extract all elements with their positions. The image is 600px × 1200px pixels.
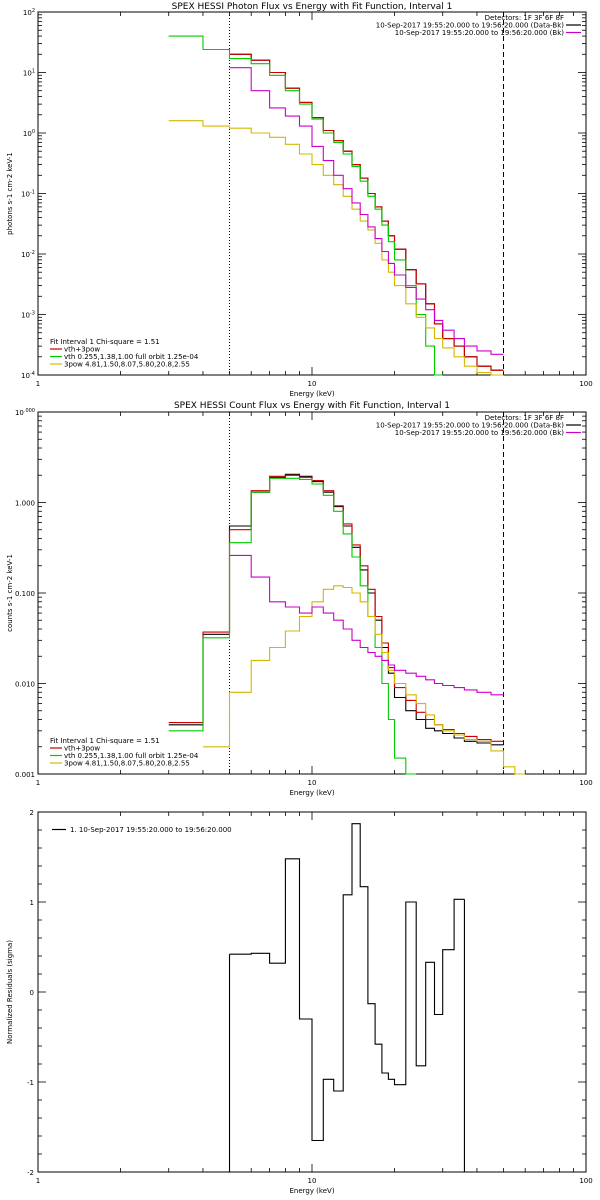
y-tick-label: -2	[27, 1169, 34, 1177]
series-vth	[168, 477, 417, 775]
y-tick-exp: -3	[30, 311, 35, 317]
legend-label: 1. 10-Sep-2017 19:55:20.000 to 19:56:20.…	[70, 826, 232, 834]
y-tick-base: 10	[21, 191, 30, 199]
x-axis-label: Energy (keV)	[289, 1187, 334, 1195]
residuals-panel: 1 10 100 Energy (keV) -2 -1 0 1 2 Normalized Resi…	[6, 809, 593, 1195]
y-tick-exp: -2	[30, 250, 35, 256]
y-tick-base: 10	[23, 70, 32, 78]
y-tick-exp: -1	[30, 190, 35, 196]
header-line: 10-Sep-2017 19:55:20.000 to 19:56:20.000…	[376, 22, 565, 30]
y-tick-base: 10	[21, 312, 30, 320]
y-tick-label: 0.010	[15, 681, 35, 689]
y-tick-exp: -4	[30, 371, 35, 377]
y-tick-exp: 2	[32, 8, 35, 14]
legend-heading: Fit Interval 1 Chi-square = 1.51	[50, 737, 160, 745]
series-vth-3pow	[229, 53, 504, 371]
count-flux-panel: SPEX HESSI Count Flux vs Energy with Fit…	[6, 401, 593, 797]
series-3pow	[168, 120, 504, 376]
y-tick-label: 101	[23, 69, 35, 78]
legend-label: vth+3pow	[64, 745, 100, 753]
chart-title: SPEX HESSI Count Flux vs Energy with Fit…	[174, 401, 450, 411]
y-tick-base: 10	[15, 409, 24, 417]
x-tick-label: 10	[308, 380, 317, 388]
y-tick-exp: 1	[32, 69, 35, 75]
y-tick-label: 1.000	[15, 500, 35, 508]
y-tick-label: 100	[23, 129, 35, 138]
y-axis-label: counts s-1 cm-2 keV-1	[6, 554, 14, 632]
chart-title: SPEX HESSI Photon Flux vs Energy with Fi…	[172, 2, 453, 12]
x-tick-label: 1	[36, 1177, 40, 1185]
y-tick-base: 10	[23, 9, 32, 17]
series-bk	[229, 67, 504, 355]
y-axis-label: photons s-1 cm-2 keV-1	[6, 152, 14, 235]
y-tick-label: -1	[27, 1079, 34, 1087]
y-tick-label: 0	[30, 989, 34, 997]
x-tick-label: 100	[579, 1177, 592, 1185]
series-vth	[168, 35, 443, 376]
y-tick-label: 10-4	[21, 371, 35, 380]
series-residuals	[229, 823, 465, 1142]
header-line: Detectors: 1F 3F 6F 8F	[485, 414, 564, 422]
series-bk	[229, 554, 504, 696]
legend: 1. 10-Sep-2017 19:55:20.000 to 19:56:20.…	[52, 826, 232, 834]
header-line: 10-Sep-2017 19:55:20.000 to 19:56:20.000…	[376, 422, 565, 430]
header-line: 10-Sep-2017 19:55:20.000 to 19:56:20.000…	[395, 29, 565, 37]
y-tick-exp: 0	[32, 129, 35, 135]
y-tick-label: 2	[30, 809, 34, 817]
y-tick-label: 10-2	[21, 250, 35, 259]
y-axis-label: Normalized Residuals (sigma)	[6, 940, 14, 1044]
series-vth-3pow	[168, 474, 504, 742]
legend-label: vth 0.255,1.38,1.00 full orbit 1.25e-04	[64, 353, 199, 361]
y-tick-label: 10-1	[21, 190, 35, 199]
legend: Fit Interval 1 Chi-square = 1.51vth+3pow…	[50, 737, 199, 768]
y-tick-exp: .000	[24, 408, 35, 414]
legend: Fit Interval 1 Chi-square = 1.51vth+3pow…	[50, 338, 199, 369]
x-tick-label: 10	[308, 1177, 317, 1185]
series-3pow	[203, 585, 526, 775]
x-axis-label: Energy (keV)	[289, 390, 334, 398]
x-tick-label: 10	[308, 779, 317, 787]
y-tick-label: 0.001	[15, 771, 35, 779]
legend-label: vth 0.255,1.38,1.00 full orbit 1.25e-04	[64, 752, 199, 760]
x-tick-label: 1	[36, 779, 40, 787]
y-tick-label: 10.000	[15, 408, 35, 417]
y-tick-label: 10-3	[21, 311, 35, 320]
series-data-bk	[229, 53, 504, 371]
x-tick-label: 100	[579, 779, 592, 787]
x-axis-label: Energy (keV)	[289, 789, 334, 797]
y-tick-base: 10	[21, 372, 30, 380]
y-tick-base: 10	[21, 251, 30, 259]
legend-label: 3pow 4.81,1.50,8.07,5.80,20.8,2.55	[64, 760, 190, 768]
x-tick-label: 100	[579, 380, 592, 388]
x-tick-label: 1	[36, 380, 40, 388]
header-line: Detectors: 1F 3F 6F 8F	[485, 14, 564, 22]
header-line: 10-Sep-2017 19:55:20.000 to 19:56:20.000…	[395, 429, 565, 437]
legend-heading: Fit Interval 1 Chi-square = 1.51	[50, 338, 160, 346]
photon-flux-panel: SPEX HESSI Photon Flux vs Energy with Fi…	[6, 2, 593, 398]
y-tick-label: 1	[30, 899, 34, 907]
series-data-bk	[168, 473, 504, 746]
y-tick-base: 10	[23, 130, 32, 138]
legend-label: vth+3pow	[64, 346, 100, 354]
legend-label: 3pow 4.81,1.50,8.07,5.80,20.8,2.55	[64, 361, 190, 369]
y-tick-label: 0.100	[15, 590, 35, 598]
y-tick-label: 102	[23, 8, 35, 17]
